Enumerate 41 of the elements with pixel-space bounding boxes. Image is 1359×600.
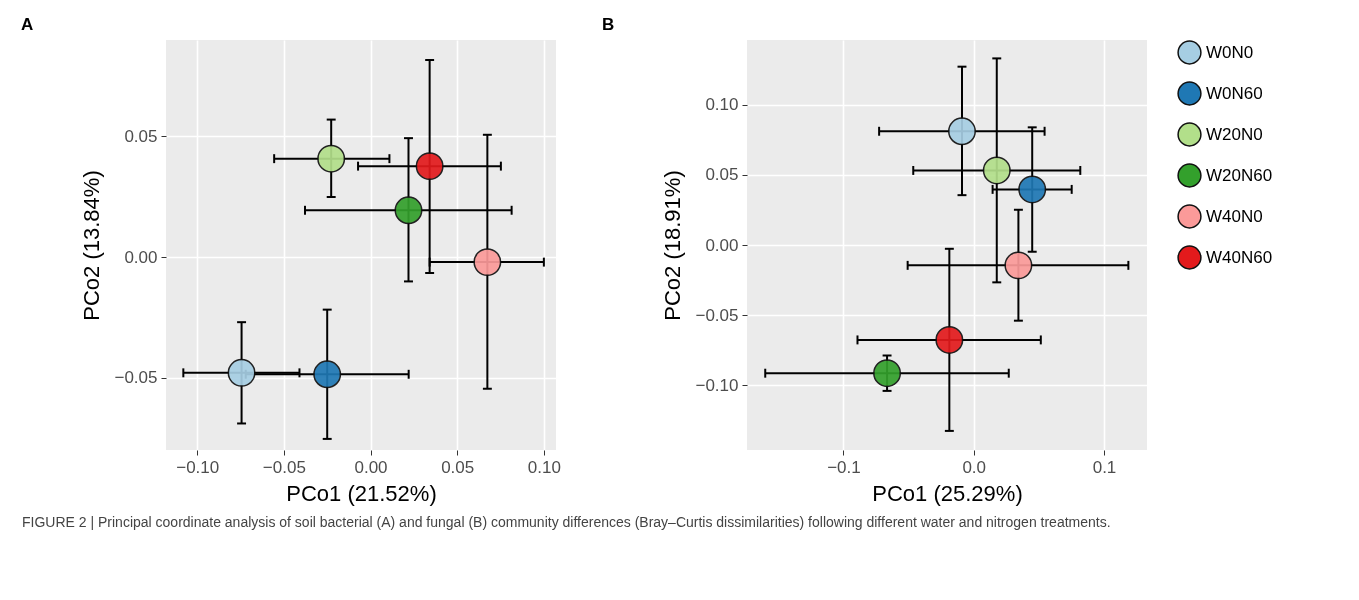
point [873, 359, 902, 388]
y-tick-label: 0.10 [705, 95, 739, 115]
x-tick-label: −0.1 [827, 457, 861, 477]
x-tick-label: 0.0 [962, 457, 987, 477]
y-tick-label: 0.00 [124, 247, 158, 267]
point [394, 196, 423, 225]
legend-label: W20N60 [1206, 165, 1273, 185]
point [317, 144, 346, 173]
text: B [601, 15, 615, 34]
point [227, 358, 256, 387]
y-tick-label: −0.10 [695, 375, 739, 395]
x-axis-title: PCo1 (25.29%) [872, 480, 1023, 506]
point [1018, 175, 1047, 204]
point [313, 360, 342, 389]
point [1004, 251, 1033, 280]
point [948, 117, 976, 146]
text: A [20, 15, 34, 34]
point [473, 248, 502, 277]
y-tick-label: −0.05 [695, 305, 739, 325]
legend-label: W40N60 [1206, 247, 1273, 267]
y-tick-label: 0.05 [124, 126, 158, 146]
y-tick-label: 0.05 [705, 165, 739, 185]
y-tick-label: 0.00 [705, 235, 739, 255]
x-tick-label: −0.05 [262, 457, 306, 477]
x-tick-label: 0.05 [441, 457, 475, 477]
legend-label: W0N60 [1206, 83, 1263, 103]
point [982, 156, 1011, 185]
legend-label: W40N0 [1206, 206, 1263, 226]
legend-label: W20N0 [1206, 124, 1263, 144]
caption: FIGURE 2 | Principal coordinate analysis of soil bacterial (A) and fungal (B) community differences (Bray–Curtis dissimilarities) following different water and nitrogen treatments. [22, 513, 1112, 532]
x-tick-label: 0.1 [1092, 457, 1117, 477]
y-axis-title: PCo2 (13.84%) [79, 170, 105, 321]
x-tick-label: −0.10 [176, 457, 220, 477]
y-axis-title: PCo2 (18.91%) [660, 170, 686, 321]
point [415, 152, 444, 181]
x-tick-label: 0.00 [354, 457, 388, 477]
x-axis-title: PCo1 (21.52%) [286, 480, 437, 506]
point [935, 325, 964, 354]
legend-label: W0N0 [1206, 42, 1254, 62]
y-tick-label: −0.05 [114, 368, 158, 388]
x-tick-label: 0.10 [527, 457, 561, 477]
